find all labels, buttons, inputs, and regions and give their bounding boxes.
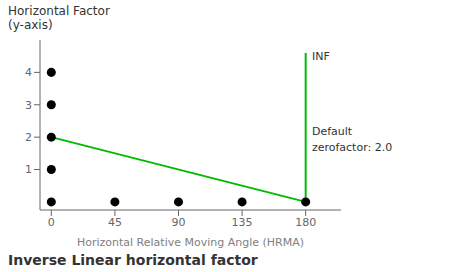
svg-text:0: 0 — [48, 216, 55, 229]
svg-text:Default: Default — [312, 125, 353, 138]
svg-text:135: 135 — [232, 216, 253, 229]
html-text:Horizontal Factor: Horizontal Factor — [8, 4, 110, 18]
svg-text:180: 180 — [295, 216, 316, 229]
svg-text:4: 4 — [25, 66, 32, 79]
html-text:(y-axis): (y-axis) — [8, 18, 53, 32]
svg-text:Horizontal Relative Moving Ang: Horizontal Relative Moving Angle (HRMA) — [77, 236, 304, 248]
svg-text:2: 2 — [25, 131, 32, 144]
svg-text:90: 90 — [171, 216, 185, 229]
svg-text:zerofactor: 2.0: zerofactor: 2.0 — [312, 141, 392, 154]
svg-text:45: 45 — [108, 216, 122, 229]
svg-text:3: 3 — [25, 99, 32, 112]
svg-text:1: 1 — [25, 163, 32, 176]
html-text:Inverse Linear horizontal fact: Inverse Linear horizontal factor — [8, 252, 258, 268]
svg-text:INF: INF — [312, 50, 330, 63]
